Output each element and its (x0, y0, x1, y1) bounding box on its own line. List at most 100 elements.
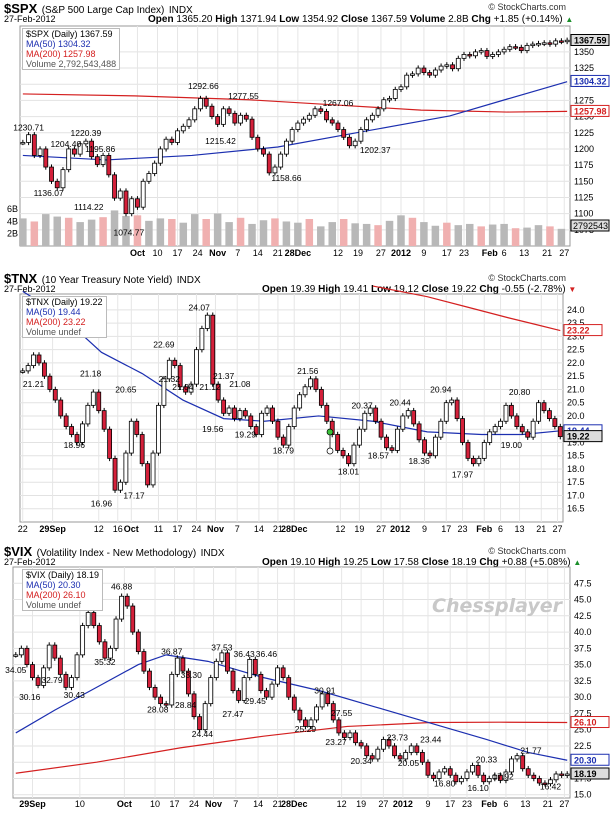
vix-candle (163, 703, 169, 706)
vix-chg: +0.88 (+5.08%) (501, 557, 571, 568)
vix-candle (236, 690, 241, 701)
spx-candle (467, 54, 473, 57)
vix-x-tick-label: Oct (117, 799, 132, 809)
spx-x-tick-label: 17 (442, 248, 452, 258)
vix-candle (559, 773, 565, 776)
tnx-open: 19.39 (290, 284, 316, 295)
vix-ohlc: Open 19.10 High 19.25 Low 17.58 Close 18… (262, 557, 581, 568)
spx-legend: $SPX (Daily) 1367.59 MA(50) 1304.32 MA(2… (22, 28, 121, 70)
spx-candle (295, 122, 301, 130)
tnx-candle (242, 410, 248, 417)
vix-value-tag-text: 18.19 (574, 769, 597, 779)
vix-candle (96, 625, 102, 643)
tnx-candle (259, 412, 265, 435)
spx-candle (284, 140, 289, 155)
spx-open-label: Open (148, 14, 174, 25)
tnx-plot-area (19, 293, 564, 523)
spx-volume-bar (408, 217, 417, 246)
tnx-candle (188, 383, 194, 393)
spx-exchange: INDX (168, 5, 193, 16)
tnx-price-annotation: 21.56 (297, 366, 319, 376)
spx-x-tick-label: 17 (173, 248, 183, 258)
spx-x-tick-label: 28Dec (285, 248, 312, 258)
tnx-candle (177, 365, 183, 388)
tnx-candle (514, 415, 520, 427)
vix-open: 19.10 (290, 557, 316, 568)
vix-y-tick-label: 37.5 (574, 643, 592, 653)
vix-candle (497, 774, 503, 781)
spx-candle (192, 108, 198, 121)
spx-price-annotation: 1292.66 (188, 81, 219, 91)
vix-price-annotation: 30.43 (64, 690, 86, 700)
spx-legend-price: $SPX (Daily) 1367.59 (26, 29, 113, 39)
spx-candle (369, 114, 375, 121)
tnx-candle (134, 420, 140, 435)
vix-price-annotation: 16.80 (434, 779, 456, 789)
tnx-candle (90, 391, 96, 406)
spx-volume-bar (42, 214, 50, 246)
vix-high: 19.25 (343, 557, 369, 568)
spx-panel: $SPX (S&P 500 Large Cap Index) INDX © St… (0, 0, 610, 262)
tnx-value-tag (563, 430, 603, 443)
vix-candle (481, 774, 487, 783)
spx-candle (232, 112, 238, 124)
spx-volume-bar (431, 225, 440, 246)
spx-price-annotation: 1074.77 (113, 227, 144, 237)
tnx-y-tick-label: 23.0 (567, 331, 585, 341)
tnx-candle (405, 410, 411, 417)
spx-candle (427, 72, 433, 76)
vix-candle (330, 703, 336, 721)
tnx-price-annotation: 20.44 (389, 398, 411, 408)
vix-value-tag (570, 753, 610, 766)
tnx-candle (318, 389, 324, 406)
tnx-high: 19.41 (343, 284, 369, 295)
tnx-legend: $TNX (Daily) 19.22 MA(50) 19.44 MA(200) … (22, 296, 107, 338)
vix-x-tick-label: 14 (253, 799, 263, 809)
vix-candle (470, 765, 475, 773)
tnx-candle (172, 359, 178, 366)
spx-volume-bar (76, 222, 84, 246)
spx-candle (203, 98, 209, 107)
vix-candle (525, 768, 531, 776)
vix-candle (191, 693, 197, 718)
spx-candle (524, 45, 530, 51)
vix-candle (548, 779, 553, 785)
vix-candle (397, 755, 403, 760)
vix-legend-ma200: MA(200) 26.10 (26, 590, 86, 600)
vix-price-annotation: 35.32 (94, 657, 116, 667)
tnx-candle (432, 436, 438, 457)
tnx-down-arrow-icon: ▼ (568, 285, 577, 294)
spx-x-tick-label: 14 (253, 248, 263, 258)
spx-date: 27-Feb-2012 (4, 14, 56, 24)
vix-candle (425, 761, 431, 776)
tnx-price-annotation: 20.94 (430, 384, 452, 394)
spx-candle (410, 73, 415, 76)
spx-ohlc: Open 1365.20 High 1371.94 Low 1354.92 Cl… (148, 14, 573, 25)
vix-candle (520, 755, 526, 770)
spx-candle (301, 118, 306, 124)
tnx-price-annotation: 20.65 (115, 384, 137, 394)
tnx-symbol: $TNX (4, 271, 38, 286)
vix-candle (475, 765, 481, 776)
vix-low: 17.58 (393, 557, 419, 568)
vix-close: 18.19 (451, 557, 477, 568)
spx-x-tick-label: 27 (559, 248, 569, 258)
spx-x-tick-label: Nov (209, 248, 226, 258)
spx-volume-bar (488, 224, 497, 246)
spx-candle (77, 143, 83, 155)
spx-candle (415, 67, 421, 75)
spx-x-tick-label: 7 (235, 248, 240, 258)
spx-volume-bar (465, 223, 474, 246)
vix-candle (509, 758, 514, 773)
tnx-x-tick-label: Nov (207, 524, 224, 534)
vix-candle (158, 696, 164, 705)
spx-candle (123, 190, 129, 215)
vix-x-tick-label: 21 (273, 799, 283, 809)
vix-candle (286, 677, 292, 698)
tnx-chg: -0.55 (-2.78%) (501, 284, 566, 295)
spx-volume-bar (282, 221, 291, 246)
tnx-candle (232, 407, 237, 420)
spx-open: 1365.20 (176, 14, 213, 25)
tnx-candle (476, 457, 482, 465)
tnx-y-tick-label: 17.0 (567, 490, 585, 500)
